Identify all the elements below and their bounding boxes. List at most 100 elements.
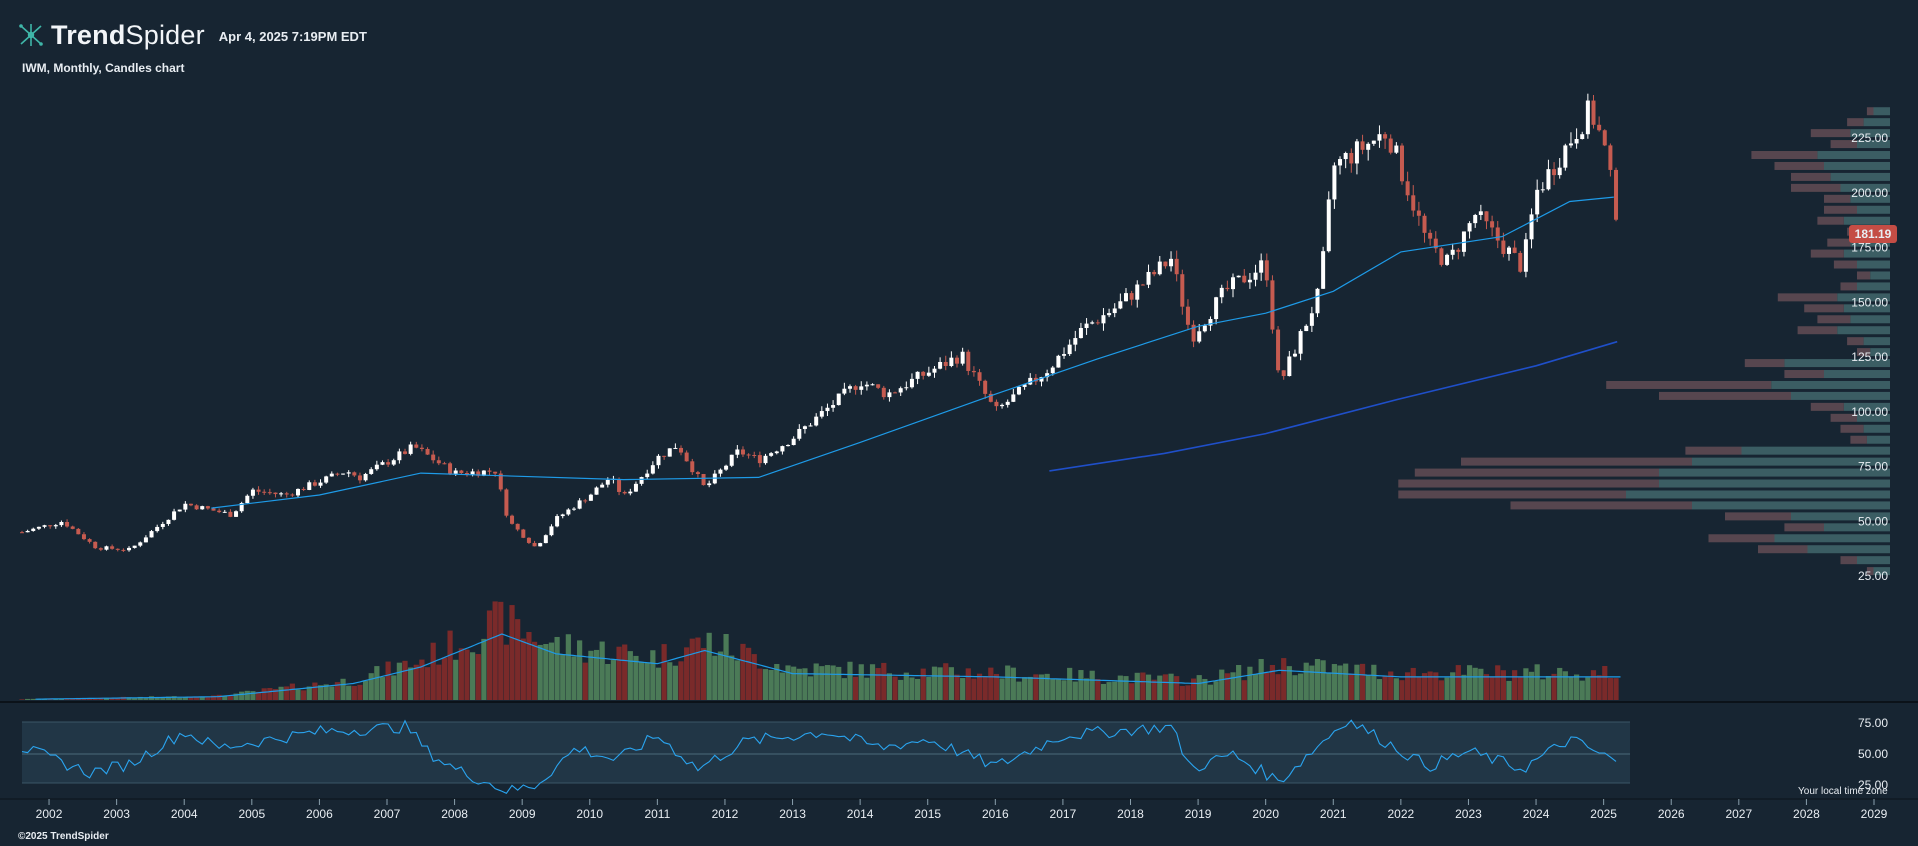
volume-bar bbox=[1562, 671, 1568, 700]
volume-bar bbox=[250, 691, 256, 700]
candle-body bbox=[1512, 247, 1517, 253]
time-axis-tick: 2015 bbox=[914, 807, 941, 821]
volume-profile-buy-bar bbox=[1843, 216, 1890, 225]
candle-body bbox=[59, 521, 64, 526]
candle-body bbox=[515, 523, 520, 530]
candle-body bbox=[1208, 319, 1213, 326]
volume-profile-sell-bar bbox=[1824, 205, 1857, 214]
candle-body bbox=[628, 491, 633, 494]
candle-body bbox=[724, 465, 729, 470]
volume-bar bbox=[132, 697, 138, 700]
volume-profile-sell-bar bbox=[1744, 359, 1785, 368]
volume-profile-buy-bar bbox=[1692, 457, 1890, 466]
candle-body bbox=[1523, 239, 1528, 272]
volume-bar bbox=[667, 662, 673, 700]
volume-bar bbox=[954, 674, 960, 700]
volume-bar bbox=[948, 667, 954, 700]
volume-profile-buy-bar bbox=[1843, 402, 1890, 411]
volume-bar bbox=[323, 684, 329, 700]
candle-body bbox=[200, 506, 205, 510]
volume-bar bbox=[819, 666, 825, 700]
candle-body bbox=[1552, 169, 1557, 176]
candle-body bbox=[1180, 274, 1185, 307]
time-axis-tick: 2010 bbox=[576, 807, 603, 821]
volume-bar bbox=[402, 660, 408, 700]
volume-bar bbox=[1359, 663, 1366, 700]
candle-body bbox=[459, 470, 464, 473]
candle-body bbox=[955, 357, 960, 364]
time-axis-tick: 2005 bbox=[238, 807, 265, 821]
volume-bar bbox=[1433, 672, 1439, 700]
volume-profile-sell-bar bbox=[1840, 424, 1864, 433]
volume-bar bbox=[261, 688, 267, 700]
volume-bar bbox=[498, 601, 504, 700]
volume-profile-buy-bar bbox=[1824, 523, 1890, 532]
candle-body bbox=[1568, 143, 1573, 146]
volume-profile-sell-bar bbox=[1398, 490, 1626, 499]
volume-bar bbox=[441, 657, 448, 700]
candle-body bbox=[1490, 221, 1495, 228]
time-axis-tick: 2002 bbox=[36, 807, 63, 821]
volume-bar bbox=[526, 632, 532, 700]
candle-body bbox=[177, 509, 182, 512]
volume-bar bbox=[1190, 678, 1197, 700]
volume-profile-sell-bar bbox=[1751, 151, 1818, 160]
volume-bar bbox=[1365, 675, 1371, 700]
candle-body bbox=[476, 471, 481, 476]
candle-body bbox=[650, 465, 655, 474]
candle-body bbox=[555, 516, 560, 527]
volume-profile-sell-bar bbox=[1810, 129, 1851, 138]
volume-bar bbox=[227, 696, 234, 700]
time-axis-tick: 2008 bbox=[441, 807, 468, 821]
volume-bar bbox=[30, 698, 36, 700]
volume-bar bbox=[1517, 676, 1523, 700]
volume-profile-buy-bar bbox=[1791, 391, 1890, 400]
volume-profile-sell-bar bbox=[1866, 107, 1874, 116]
candle-body bbox=[453, 470, 458, 474]
candle-body bbox=[532, 542, 537, 547]
volume-bar bbox=[492, 601, 498, 700]
volume-profile-sell-bar bbox=[1777, 293, 1838, 302]
volume-bar bbox=[1579, 680, 1585, 700]
time-axis-tick: 2007 bbox=[374, 807, 401, 821]
time-axis-tick: 2011 bbox=[644, 807, 670, 821]
volume-bar bbox=[1416, 676, 1422, 700]
volume-bar bbox=[638, 662, 645, 700]
volume-bar bbox=[740, 643, 746, 700]
volume-bar bbox=[272, 689, 279, 700]
volume-bar bbox=[1326, 673, 1332, 700]
volume-bar bbox=[340, 678, 346, 700]
volume-bar bbox=[165, 696, 172, 700]
candle-body bbox=[1315, 288, 1320, 314]
candle-body bbox=[864, 384, 869, 387]
candle-body bbox=[943, 361, 948, 366]
volume-bar bbox=[920, 668, 926, 700]
volume-bar bbox=[1196, 675, 1202, 700]
volume-bar bbox=[1016, 681, 1022, 700]
time-axis-tick: 2004 bbox=[171, 807, 198, 821]
volume-bar bbox=[1078, 670, 1084, 700]
volume-bar bbox=[1551, 673, 1557, 700]
volume-bar bbox=[1337, 665, 1343, 700]
volume-profile-buy-bar bbox=[1807, 545, 1890, 554]
candle-body bbox=[746, 454, 751, 456]
volume-bar bbox=[1038, 674, 1045, 700]
candle-body bbox=[960, 351, 965, 364]
volume-bar bbox=[1399, 680, 1405, 700]
candle-body bbox=[786, 445, 791, 447]
candle-body bbox=[1298, 331, 1303, 354]
candle-body bbox=[566, 509, 571, 515]
volume-bar bbox=[1145, 674, 1152, 700]
candle-body bbox=[1411, 195, 1416, 211]
candle-body bbox=[419, 447, 424, 449]
volume-bar bbox=[1382, 675, 1388, 700]
candle-body bbox=[391, 460, 396, 465]
volume-bar bbox=[768, 669, 774, 700]
candle-body bbox=[904, 387, 909, 389]
candle-body bbox=[633, 483, 638, 492]
candle-body bbox=[836, 393, 841, 406]
header: TrendSpider Apr 4, 2025 7:19PM EDT bbox=[18, 18, 367, 52]
candle-body bbox=[1614, 169, 1619, 220]
volume-bar bbox=[295, 689, 301, 700]
